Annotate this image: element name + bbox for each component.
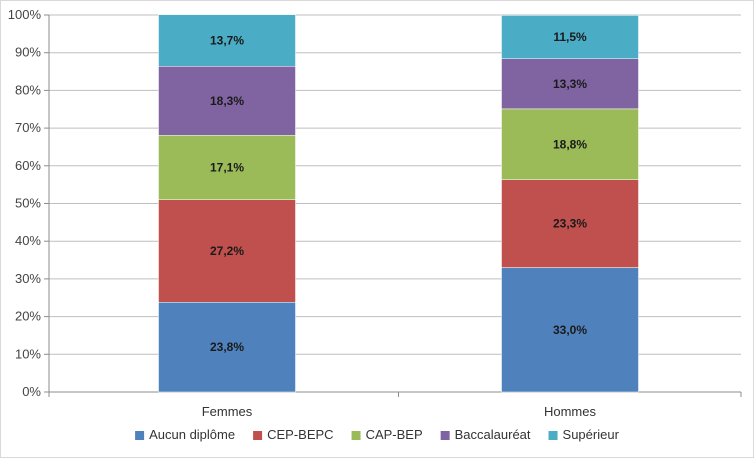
legend-swatch <box>351 431 361 440</box>
data-label: 27,2% <box>210 244 244 258</box>
legend-label: CEP-BEPC <box>267 427 333 442</box>
bar-segment <box>158 66 296 136</box>
bar-segment <box>158 302 296 393</box>
bar-segment <box>158 199 296 303</box>
y-tick-label: 50% <box>15 196 41 211</box>
x-category-label: Hommes <box>544 404 597 419</box>
y-tick-label: 0% <box>22 384 41 399</box>
data-label: 17,1% <box>210 160 244 174</box>
bar-segment <box>158 14 296 67</box>
y-tick-label: 100% <box>8 7 42 22</box>
data-label: 33,0% <box>553 323 587 337</box>
y-tick-label: 60% <box>15 158 41 173</box>
data-label: 13,7% <box>210 33 244 47</box>
legend-label: Baccalauréat <box>455 427 531 442</box>
y-tick-label: 30% <box>15 271 41 286</box>
data-label: 18,8% <box>553 137 587 151</box>
y-tick-label: 90% <box>15 45 41 60</box>
bar-segment <box>501 267 639 393</box>
bar-segment <box>501 179 639 268</box>
legend-label: CAP-BEP <box>366 427 423 442</box>
legend-swatch <box>548 431 558 440</box>
bar-segment <box>501 58 639 110</box>
data-label: 11,5% <box>553 30 587 44</box>
legend-label: Supérieur <box>563 427 620 442</box>
y-tick-label: 80% <box>15 82 41 97</box>
x-category-label: Femmes <box>202 404 253 419</box>
data-label: 18,3% <box>210 94 244 108</box>
legend-swatch <box>440 431 450 440</box>
data-label: 13,3% <box>553 77 587 91</box>
bar-segment <box>158 135 296 200</box>
legend-label: Aucun diplôme <box>149 427 235 442</box>
y-tick-label: 40% <box>15 233 41 248</box>
legend-swatch <box>253 431 263 440</box>
legend-swatch <box>135 431 145 440</box>
y-tick-label: 70% <box>15 120 41 135</box>
data-label: 23,3% <box>553 217 587 231</box>
y-tick-label: 10% <box>15 346 41 361</box>
y-tick-label: 20% <box>15 309 41 324</box>
bar-segment <box>501 15 639 59</box>
data-label: 23,8% <box>210 340 244 354</box>
